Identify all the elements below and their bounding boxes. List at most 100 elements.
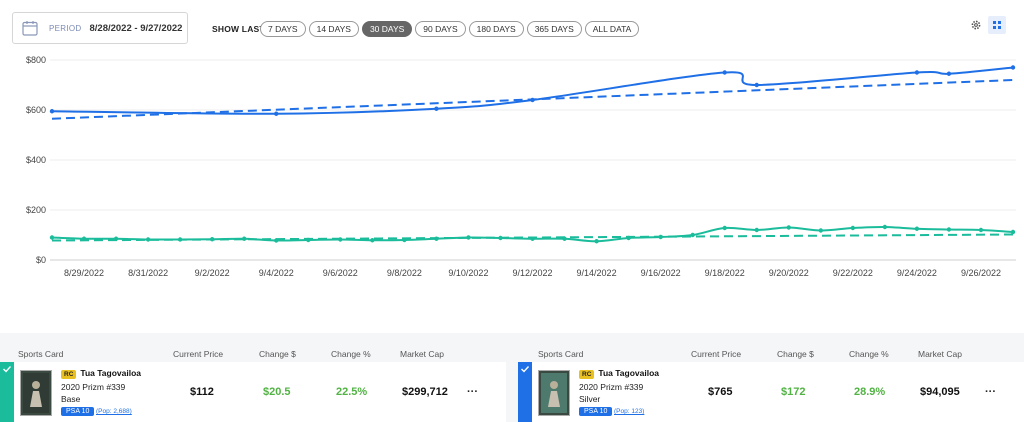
data-point[interactable] <box>145 237 151 242</box>
card-name-line[interactable]: RC Tua Tagovailoa <box>579 368 659 379</box>
change-pct-value: 22.5% <box>336 386 368 398</box>
data-point[interactable] <box>914 70 920 75</box>
rookie-badge: RC <box>579 370 595 379</box>
data-point[interactable] <box>882 224 888 230</box>
market-cap-value: $299,712 <box>402 386 448 398</box>
data-point[interactable] <box>914 226 920 231</box>
change-value: $172 <box>781 386 806 398</box>
select-checkbox[interactable] <box>0 362 14 422</box>
column-header: Current Price <box>691 349 742 359</box>
data-point[interactable] <box>754 227 759 233</box>
population-link[interactable]: (Pop: 2,688) <box>96 408 132 415</box>
data-point[interactable] <box>49 235 55 240</box>
x-tick-label: 9/14/2022 <box>577 268 617 278</box>
card-variant: Silver <box>579 394 601 404</box>
x-tick-label: 9/18/2022 <box>705 268 745 278</box>
data-point[interactable] <box>946 71 952 76</box>
data-point[interactable] <box>370 238 375 243</box>
data-point[interactable] <box>1010 65 1016 70</box>
change-pct-value: 28.9% <box>854 386 886 398</box>
data-point[interactable] <box>1010 229 1016 235</box>
data-point[interactable] <box>978 227 984 233</box>
x-tick-label: 9/6/2022 <box>323 268 358 278</box>
card-set: 2020 Prizm #339 <box>579 382 644 392</box>
range-button-7-days[interactable]: 7 DAYS <box>260 21 306 37</box>
data-point[interactable] <box>754 82 759 88</box>
data-point[interactable] <box>850 225 856 231</box>
series-line-0 <box>51 66 1014 115</box>
data-point[interactable] <box>722 225 727 231</box>
x-tick-label: 9/12/2022 <box>512 268 552 278</box>
card-thumbnail <box>538 370 570 416</box>
data-point[interactable] <box>722 70 727 75</box>
column-header: Market Cap <box>918 349 962 359</box>
card-variant: Base <box>61 394 81 404</box>
x-tick-label: 9/24/2022 <box>897 268 937 278</box>
period-label: PERIOD <box>49 23 82 33</box>
view-toggle-button[interactable] <box>988 16 1006 34</box>
range-button-14-days[interactable]: 14 DAYS <box>308 21 359 37</box>
column-header: Market Cap <box>400 349 444 359</box>
change-value: $20.5 <box>263 386 291 398</box>
column-header: Sports Card <box>18 349 64 359</box>
player-name: Tua Tagovailoa <box>80 368 142 378</box>
y-tick-label: $800 <box>26 55 46 65</box>
data-point[interactable] <box>274 111 279 116</box>
card-name-line[interactable]: RC Tua Tagovailoa <box>61 368 141 379</box>
price-value: $765 <box>708 386 733 398</box>
data-point[interactable] <box>818 228 823 233</box>
data-point[interactable] <box>690 232 695 238</box>
grade-badge: PSA 10 <box>579 407 613 416</box>
data-point[interactable] <box>786 225 791 230</box>
show-last-label: SHOW LAST <box>212 24 265 34</box>
x-tick-label: 9/26/2022 <box>961 268 1001 278</box>
period-selector[interactable]: PERIOD 8/28/2022 - 9/27/2022 <box>12 12 188 44</box>
y-tick-label: $200 <box>26 205 46 215</box>
range-button-365-days[interactable]: 365 DAYS <box>526 21 582 37</box>
x-tick-label: 9/4/2022 <box>259 268 294 278</box>
card-thumbnail <box>20 370 52 416</box>
data-point[interactable] <box>242 236 247 241</box>
rookie-badge: RC <box>61 370 77 379</box>
data-point[interactable] <box>49 109 55 114</box>
data-point[interactable] <box>466 235 471 240</box>
card-set: 2020 Prizm #339 <box>61 382 126 392</box>
series-line-1 <box>51 79 1014 120</box>
x-tick-label: 8/29/2022 <box>64 268 104 278</box>
card-image-icon <box>541 373 567 413</box>
column-header: Change % <box>849 349 889 359</box>
calendar-icon <box>22 21 38 36</box>
card-image-icon <box>23 373 49 413</box>
column-header: Change $ <box>259 349 296 359</box>
period-value: 8/28/2022 - 9/27/2022 <box>89 22 183 34</box>
check-icon <box>521 366 530 373</box>
price-value: $112 <box>190 386 214 398</box>
select-checkbox[interactable] <box>518 362 532 422</box>
grade-badge: PSA 10 <box>61 407 95 416</box>
range-button-90-days[interactable]: 90 DAYS <box>415 21 466 37</box>
data-point[interactable] <box>434 106 439 111</box>
y-tick-label: $600 <box>26 105 46 115</box>
series-line-3 <box>51 233 1014 242</box>
column-header: Sports Card <box>538 349 584 359</box>
x-tick-label: 9/10/2022 <box>448 268 488 278</box>
more-menu-button[interactable]: ··· <box>467 386 478 398</box>
gear-icon[interactable] <box>970 19 982 31</box>
more-menu-button[interactable]: ··· <box>985 386 996 398</box>
range-button-all-data[interactable]: ALL DATA <box>584 21 640 37</box>
range-button-group: 7 DAYS 14 DAYS 30 DAYS 90 DAYS 180 DAYS 365 D… <box>260 21 640 37</box>
range-button-180-days[interactable]: 180 DAYS <box>468 21 524 37</box>
range-button-30-days[interactable]: 30 DAYS <box>361 21 413 37</box>
y-tick-label: $400 <box>26 155 46 165</box>
market-cap-value: $94,095 <box>920 386 960 398</box>
column-header: Change $ <box>777 349 814 359</box>
price-chart: $0 $200 $400 $600 $800 8/29/2022 8/31/2022 9/2/… <box>26 55 1016 278</box>
x-tick-label: 8/31/2022 <box>128 268 168 278</box>
population-link[interactable]: (Pop: 123) <box>614 408 645 415</box>
x-tick-label: 9/20/2022 <box>769 268 809 278</box>
x-tick-label: 9/16/2022 <box>641 268 681 278</box>
data-point[interactable] <box>594 239 599 244</box>
y-tick-label: $0 <box>36 255 46 265</box>
data-point[interactable] <box>946 227 952 232</box>
